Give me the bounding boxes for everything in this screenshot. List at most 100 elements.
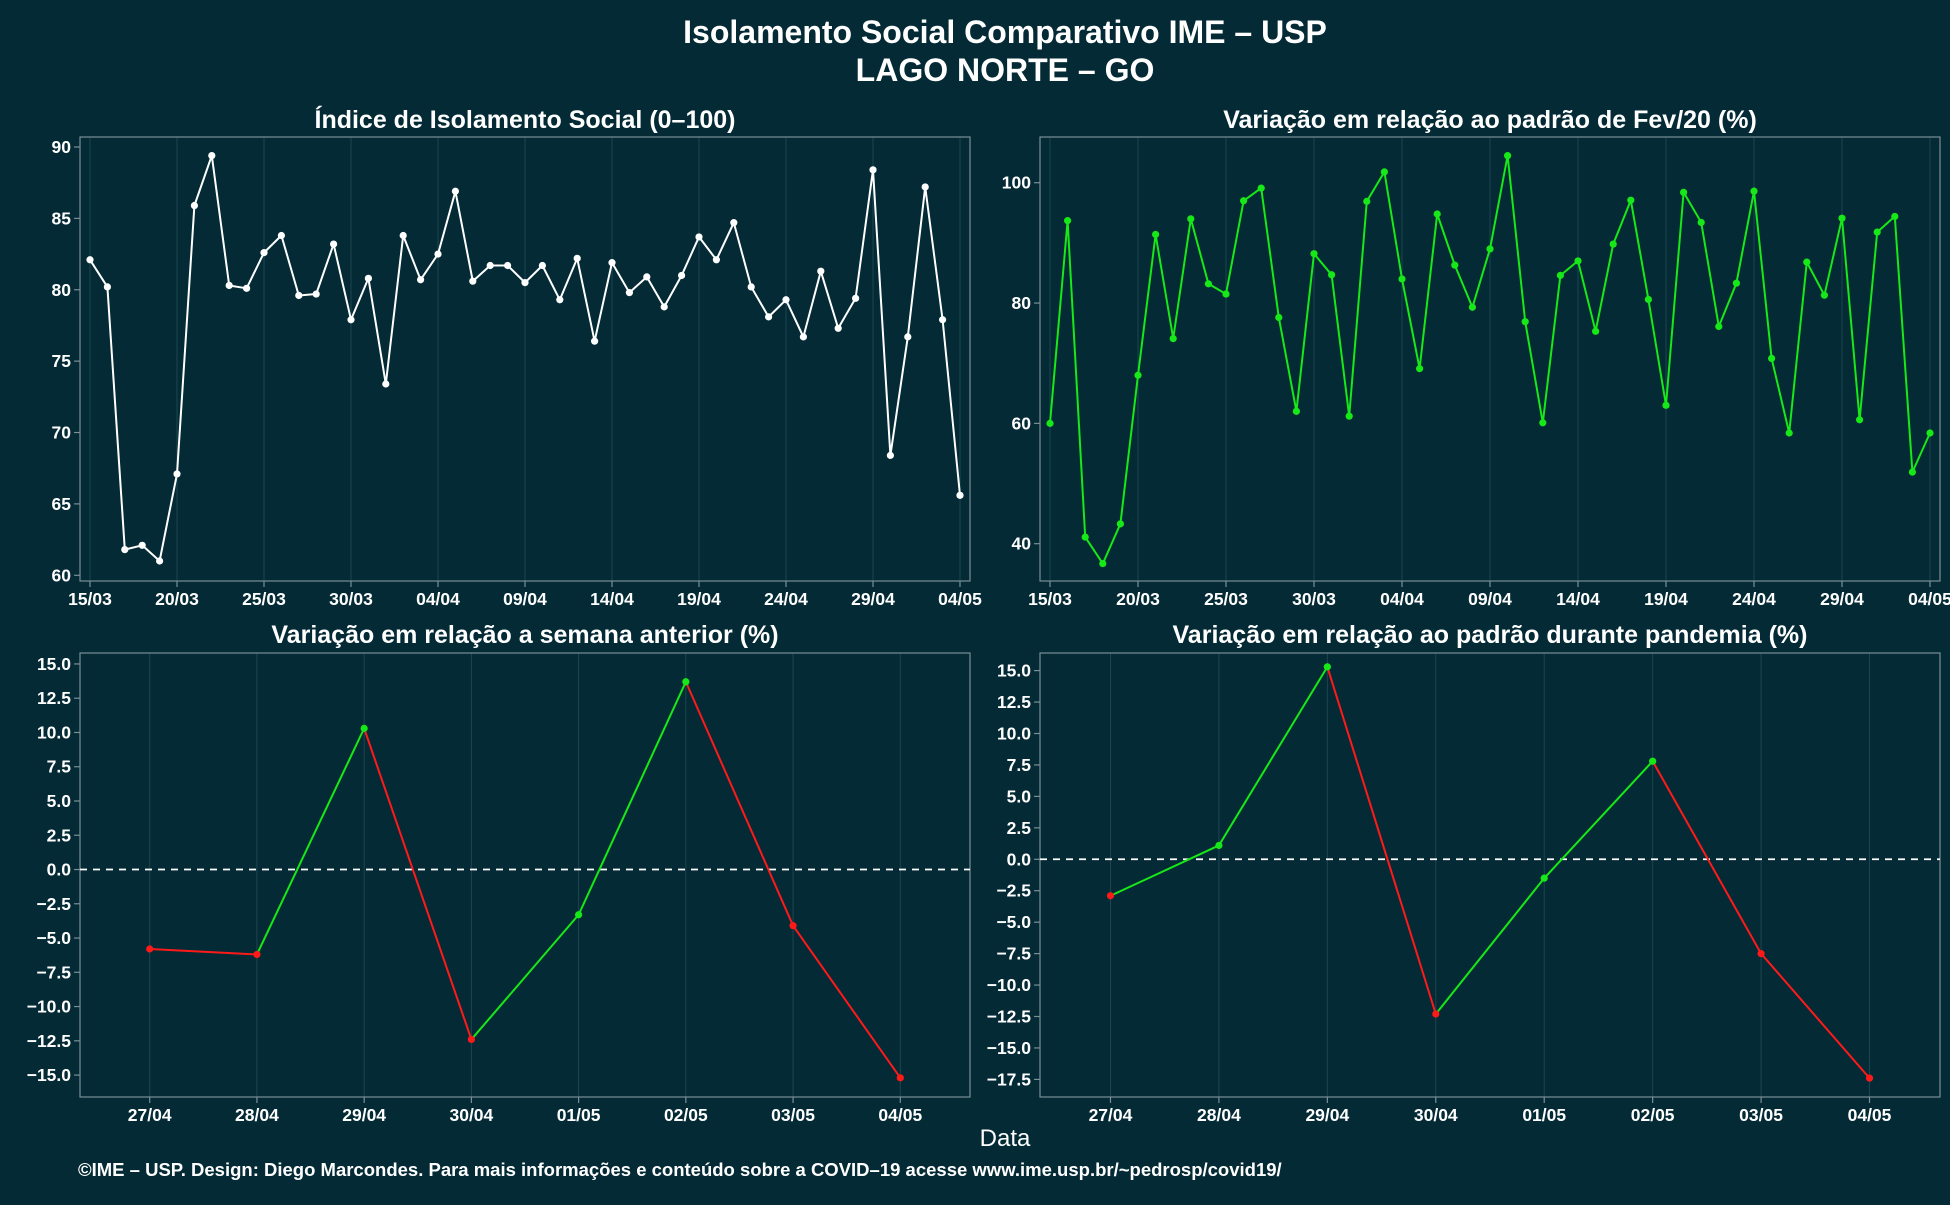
data-point	[295, 291, 303, 300]
data-point	[765, 313, 773, 321]
x-tick-label: 29/04	[1820, 589, 1864, 609]
data-point	[1697, 218, 1705, 227]
x-tick-label: 20/03	[1116, 589, 1160, 609]
data-point	[1540, 874, 1548, 882]
x-axis-title: Data	[980, 1125, 1031, 1152]
y-tick-label: 90	[52, 137, 72, 157]
data-point	[1680, 188, 1688, 196]
data-point	[1240, 197, 1248, 205]
series-segment	[470, 914, 580, 1041]
series-segment	[577, 681, 687, 916]
data-point	[347, 316, 355, 324]
y-tick-label: −7.5	[36, 962, 71, 982]
x-tick-label: 04/04	[416, 589, 460, 609]
x-tick-label: 09/04	[1468, 589, 1512, 609]
data-point	[1486, 245, 1494, 253]
data-point	[896, 1074, 904, 1082]
data-point	[486, 261, 494, 270]
x-tick-label: 15/03	[68, 589, 112, 609]
data-point	[939, 316, 947, 324]
data-point	[682, 678, 690, 686]
x-tick-label: 19/04	[677, 589, 721, 609]
x-tick-label: 27/04	[128, 1105, 172, 1125]
data-point	[469, 277, 477, 285]
x-tick-label: 19/04	[1644, 589, 1688, 609]
data-point	[1416, 365, 1424, 373]
y-tick-label: 80	[52, 280, 72, 300]
data-point	[660, 303, 668, 311]
data-point	[1099, 559, 1107, 568]
data-point	[1838, 214, 1846, 222]
data-point	[1398, 275, 1406, 283]
panel-frame	[79, 652, 971, 1098]
figure-title: Isolamento Social Comparativo IME – USP	[683, 14, 1327, 50]
data-point	[956, 491, 964, 499]
data-point	[504, 261, 512, 270]
data-point	[1257, 184, 1265, 192]
data-point	[417, 276, 425, 284]
data-point	[886, 451, 895, 459]
data-point	[904, 333, 912, 341]
data-point	[1215, 841, 1223, 850]
data-point	[1873, 228, 1881, 236]
data-point	[138, 541, 146, 549]
data-point	[1649, 757, 1657, 765]
data-point	[312, 290, 320, 298]
data-point	[1081, 533, 1089, 541]
x-tick-label: 04/05	[938, 589, 982, 609]
data-point	[1468, 303, 1476, 311]
y-tick-label: 100	[1002, 173, 1031, 193]
data-point	[146, 945, 154, 953]
y-tick-label: 85	[52, 208, 72, 228]
data-point	[1856, 416, 1864, 424]
y-tick-label: −2.5	[36, 894, 71, 914]
series-segment	[149, 948, 257, 956]
data-point	[1539, 419, 1547, 427]
data-point	[330, 240, 338, 248]
data-point	[712, 256, 721, 264]
data-point	[643, 273, 651, 281]
y-tick-label: −12.5	[27, 1031, 72, 1051]
x-tick-label: 25/03	[242, 589, 286, 609]
x-tick-label: 30/03	[1292, 589, 1336, 609]
y-tick-label: 2.5	[47, 825, 72, 845]
y-tick-label: −15.0	[987, 1038, 1032, 1058]
data-point	[1328, 271, 1336, 279]
x-tick-label: 29/04	[851, 589, 895, 609]
data-point	[747, 283, 755, 291]
panel-frame	[1039, 652, 1941, 1098]
x-tick-label: 04/04	[1380, 589, 1424, 609]
data-point	[208, 151, 216, 160]
x-tick-label: 01/05	[1522, 1105, 1566, 1125]
y-tick-label: 5.0	[47, 791, 72, 811]
data-point	[782, 296, 790, 304]
x-tick-label: 04/05	[1908, 589, 1950, 609]
data-point	[1292, 407, 1300, 415]
series-segment	[256, 727, 366, 955]
data-point	[243, 284, 251, 292]
series-segment	[1218, 666, 1329, 846]
y-tick-label: 70	[52, 423, 72, 443]
data-point	[1222, 290, 1230, 298]
series-segment	[1651, 760, 1762, 955]
data-point	[1803, 258, 1811, 266]
series-segment	[684, 681, 794, 927]
x-tick-label: 03/05	[1739, 1105, 1783, 1125]
data-point	[1152, 230, 1160, 239]
x-tick-label: 09/04	[503, 589, 547, 609]
data-point	[190, 201, 198, 210]
data-point	[625, 289, 634, 297]
y-tick-label: −7.5	[996, 944, 1031, 964]
data-point	[1865, 1074, 1874, 1082]
x-tick-label: 15/03	[1028, 589, 1072, 609]
data-point	[173, 470, 181, 478]
data-point	[434, 250, 442, 258]
data-point	[1187, 215, 1195, 223]
y-tick-label: −10.0	[987, 975, 1032, 995]
y-tick-label: 12.5	[37, 688, 71, 708]
data-point	[253, 950, 261, 959]
data-point	[575, 911, 583, 919]
data-point	[1323, 663, 1331, 671]
